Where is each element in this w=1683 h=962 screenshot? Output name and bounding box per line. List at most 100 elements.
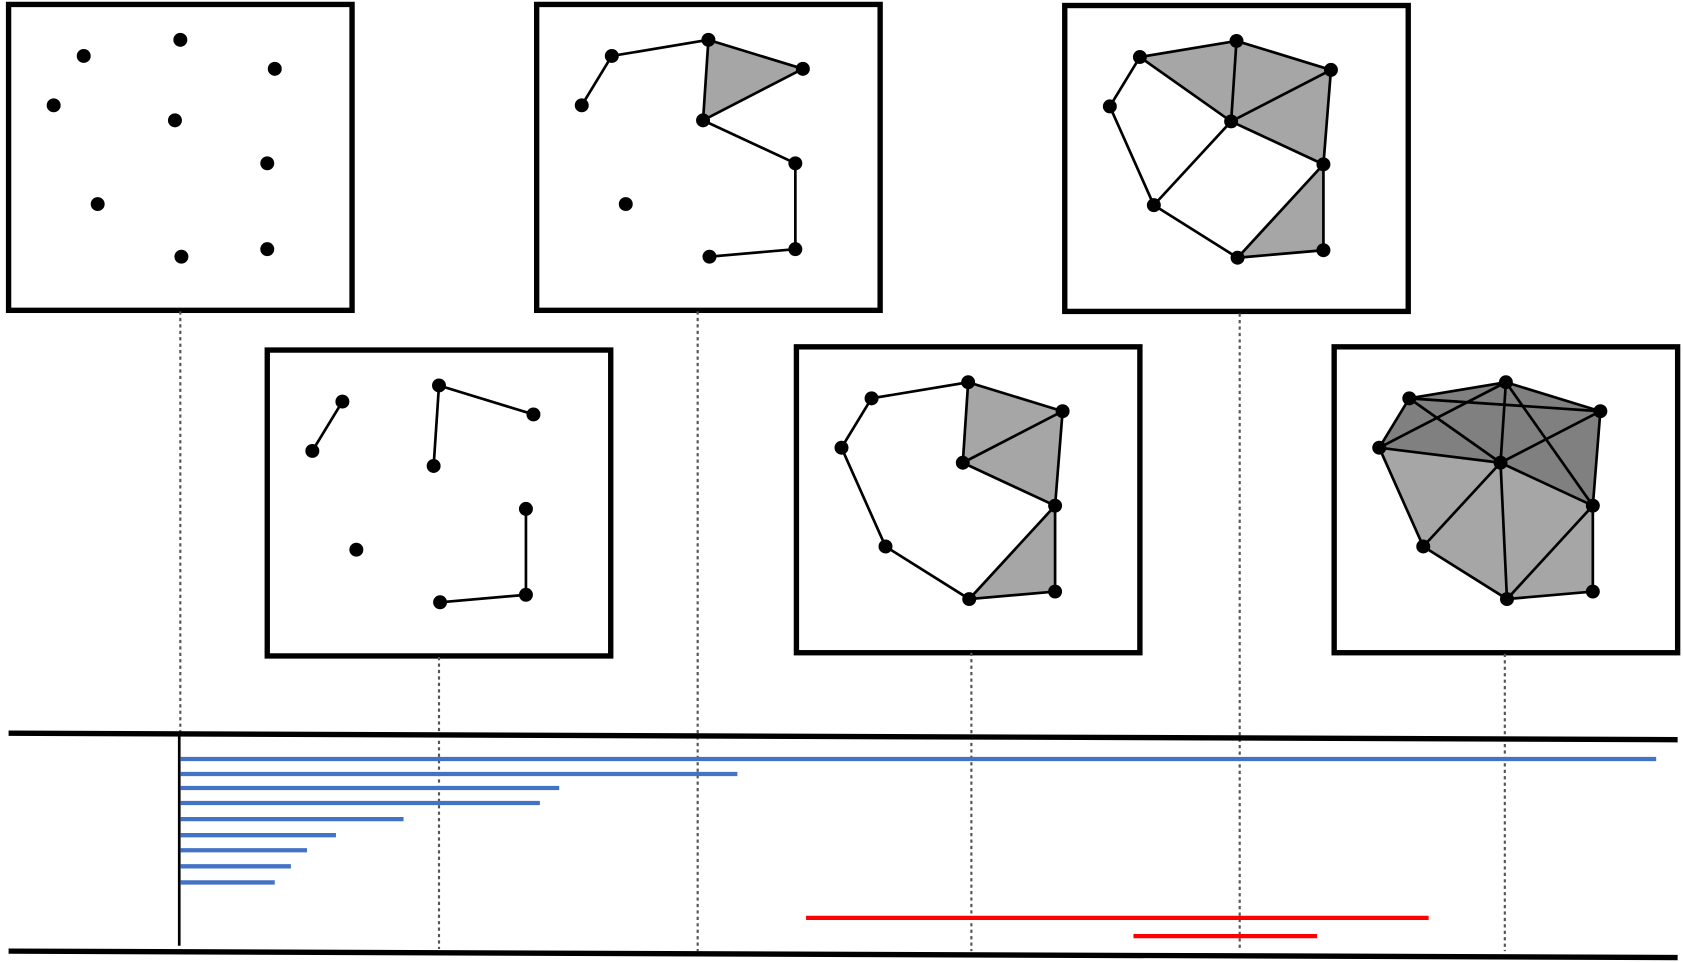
vertex xyxy=(1230,250,1245,265)
simplex-edge xyxy=(708,38,804,71)
simplex-edge xyxy=(1230,120,1324,166)
vertex xyxy=(1048,584,1063,599)
vertex xyxy=(604,48,619,63)
simplex-triangle xyxy=(1423,462,1507,600)
vertex xyxy=(1323,62,1338,77)
simplex-triangle xyxy=(1500,462,1593,600)
vertex xyxy=(167,113,182,128)
simplex-edge xyxy=(1505,504,1594,600)
simplex-edge xyxy=(1506,590,1593,601)
vertex xyxy=(433,595,448,610)
simplex-triangle-dark xyxy=(1500,382,1601,463)
vertex xyxy=(788,156,803,171)
simplex-edge xyxy=(1378,397,1411,449)
vertex xyxy=(1048,498,1063,513)
simplex-edge xyxy=(884,545,970,601)
simplex-edge xyxy=(1422,461,1502,548)
simplex-edge xyxy=(1108,105,1156,206)
vertex xyxy=(305,443,320,458)
simplex-edge xyxy=(1409,397,1601,413)
simplex-edge xyxy=(962,410,1064,464)
vertex xyxy=(955,455,970,470)
simplex-edge xyxy=(1499,410,1601,464)
vertex xyxy=(961,375,976,390)
simplex-edge xyxy=(871,380,969,400)
simplex-edge xyxy=(1153,204,1239,259)
vertex xyxy=(349,542,364,557)
vertex xyxy=(90,197,105,212)
simplex-triangle xyxy=(1231,40,1331,122)
vertex xyxy=(1498,375,1513,390)
vertex xyxy=(174,249,189,264)
vertex xyxy=(1055,404,1070,419)
vertex xyxy=(878,539,893,554)
vertex xyxy=(702,249,717,264)
simplex-edge xyxy=(1422,545,1508,601)
simplex-triangle-dark xyxy=(1379,398,1501,463)
vertex xyxy=(1593,404,1608,419)
barcode-top-border xyxy=(8,730,1678,743)
simplex-edge xyxy=(432,385,441,467)
simplex-edge xyxy=(1237,248,1324,260)
vertex xyxy=(834,440,849,455)
simplex-edge xyxy=(1236,163,1325,259)
simplex-edge xyxy=(1504,381,1594,507)
vertex xyxy=(526,407,541,422)
vertex xyxy=(518,587,533,602)
simplex-edge xyxy=(1152,120,1233,207)
simplex-edge xyxy=(1505,380,1601,413)
simplex-triangle xyxy=(962,411,1063,506)
vertex xyxy=(46,98,61,113)
simplex-edge xyxy=(1236,39,1332,72)
simplex-triangle xyxy=(1139,40,1237,122)
simplex-edge xyxy=(962,461,1056,507)
simplex-edge xyxy=(709,247,796,259)
simplex-triangle xyxy=(962,382,1063,463)
simplex-edge xyxy=(1379,446,1501,465)
simplex-edge xyxy=(580,55,613,107)
simplex-edge xyxy=(1108,56,1142,108)
simplex-edge xyxy=(1591,411,1602,506)
panel-frame xyxy=(5,1,355,314)
vertex xyxy=(1316,243,1331,258)
simplex-edge xyxy=(1378,381,1507,449)
vertex xyxy=(1102,99,1117,114)
simplex-edge xyxy=(1499,461,1594,507)
vertex xyxy=(1224,114,1239,129)
vertex xyxy=(518,501,533,516)
simplex-edge xyxy=(438,384,534,416)
simplex-edge xyxy=(439,593,527,604)
simplex-edge xyxy=(1408,397,1502,464)
vertex xyxy=(1585,584,1600,599)
simplex-edge xyxy=(840,447,887,548)
barcode-bottom-border xyxy=(8,948,1678,961)
simplex-edge xyxy=(1139,39,1237,59)
vertex xyxy=(1146,198,1161,213)
vertex xyxy=(267,61,282,76)
simplex-edge xyxy=(1409,380,1507,400)
vertex xyxy=(426,458,441,473)
vertex xyxy=(1372,440,1387,455)
simplex-edge xyxy=(1230,68,1332,123)
vertex xyxy=(864,391,879,406)
vertex xyxy=(795,61,810,76)
vertex xyxy=(701,32,716,47)
vertex xyxy=(1316,157,1331,172)
simplex-edge xyxy=(1053,411,1064,506)
vertex xyxy=(335,394,350,409)
vertex xyxy=(1585,498,1600,513)
simplex-edge xyxy=(1322,69,1333,165)
simplex-edge xyxy=(702,67,804,122)
simplex-edge xyxy=(969,590,1056,601)
vertex xyxy=(1499,592,1514,607)
simplex-edge xyxy=(1139,55,1232,123)
vertex xyxy=(432,378,446,393)
vertex xyxy=(574,98,589,113)
simplex-edge xyxy=(1229,40,1238,122)
simplex-triangle xyxy=(1231,69,1331,165)
simplex-edge xyxy=(840,397,873,449)
vertex xyxy=(1402,391,1417,406)
simplex-edge xyxy=(1378,447,1425,548)
vertex xyxy=(1229,33,1244,48)
